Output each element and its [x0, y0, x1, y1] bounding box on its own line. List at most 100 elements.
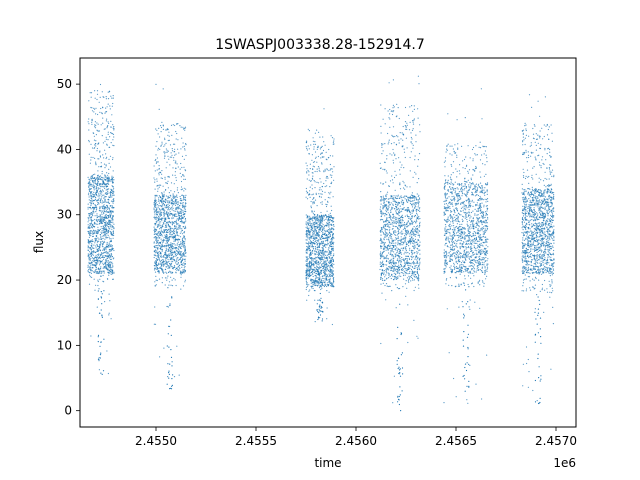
data-point	[111, 189, 113, 191]
data-point	[316, 259, 318, 261]
data-point	[306, 168, 308, 170]
data-point	[329, 232, 331, 234]
data-point	[108, 274, 110, 276]
data-point	[110, 196, 112, 198]
data-point	[184, 126, 187, 128]
data-point	[102, 262, 104, 264]
data-point	[168, 346, 170, 348]
data-point	[87, 246, 90, 248]
data-point	[419, 268, 421, 271]
data-point	[176, 253, 179, 255]
data-point	[156, 239, 158, 241]
data-point	[177, 241, 179, 243]
data-point	[405, 126, 407, 128]
data-point	[154, 281, 156, 283]
data-point	[91, 267, 93, 269]
data-point	[88, 241, 90, 243]
data-point	[318, 308, 320, 310]
data-point	[102, 267, 104, 269]
data-point	[181, 217, 183, 219]
data-point	[153, 210, 156, 212]
data-point	[169, 226, 171, 228]
data-point	[88, 196, 90, 198]
data-point	[169, 164, 171, 166]
data-point	[184, 279, 186, 281]
data-point	[185, 252, 187, 254]
data-point	[324, 191, 326, 193]
data-point	[163, 232, 165, 234]
data-point	[168, 284, 170, 286]
data-point	[163, 230, 165, 232]
data-point	[317, 221, 319, 223]
data-point	[105, 136, 107, 138]
data-point	[319, 262, 321, 264]
data-point	[171, 267, 174, 270]
data-point	[384, 230, 386, 232]
data-point	[418, 264, 420, 266]
data-point	[328, 237, 330, 239]
data-point	[322, 224, 324, 226]
data-point	[168, 217, 170, 219]
data-point	[332, 286, 335, 288]
data-point	[163, 239, 166, 241]
data-point	[104, 219, 106, 221]
data-point	[89, 274, 91, 276]
data-point	[88, 230, 90, 233]
data-point	[331, 256, 333, 258]
data-point	[172, 143, 175, 145]
data-point	[179, 236, 182, 238]
data-point	[312, 239, 314, 241]
data-point	[322, 270, 325, 272]
data-point	[173, 255, 175, 257]
data-point	[182, 221, 184, 223]
data-point	[102, 211, 105, 213]
data-point	[96, 129, 98, 131]
data-point	[380, 234, 382, 236]
data-point	[316, 253, 318, 255]
data-point	[99, 111, 101, 113]
data-point	[183, 187, 185, 189]
data-point	[163, 259, 165, 261]
data-point	[89, 201, 91, 204]
data-point	[306, 285, 309, 287]
data-point	[176, 238, 178, 240]
data-point	[164, 268, 166, 270]
data-point	[321, 258, 323, 260]
data-point	[387, 132, 389, 135]
data-point	[103, 266, 105, 268]
data-point	[312, 217, 314, 219]
data-point	[158, 205, 160, 207]
data-point	[163, 195, 165, 197]
data-point	[382, 264, 384, 266]
data-point	[387, 272, 389, 274]
data-point	[175, 284, 177, 287]
data-point	[90, 143, 92, 145]
data-point	[113, 198, 115, 200]
data-point	[403, 266, 405, 268]
data-point	[105, 224, 107, 226]
data-point	[312, 165, 314, 167]
data-point	[155, 238, 157, 240]
data-point	[326, 307, 328, 309]
data-point	[100, 217, 102, 219]
data-point	[105, 263, 107, 265]
data-point	[324, 229, 326, 232]
data-point	[168, 377, 170, 379]
data-point	[112, 190, 114, 192]
data-point	[107, 265, 109, 267]
data-point	[156, 252, 158, 254]
data-point	[164, 226, 166, 228]
data-point	[153, 226, 155, 228]
data-point	[88, 236, 90, 238]
data-point	[174, 213, 176, 215]
data-point	[155, 247, 157, 249]
data-point	[100, 266, 102, 268]
data-point	[332, 255, 334, 257]
data-point	[101, 232, 103, 234]
data-point	[88, 141, 90, 143]
data-point	[99, 357, 101, 359]
data-point	[97, 248, 99, 250]
data-point	[330, 253, 332, 255]
data-point	[169, 211, 171, 213]
data-point	[176, 345, 178, 347]
